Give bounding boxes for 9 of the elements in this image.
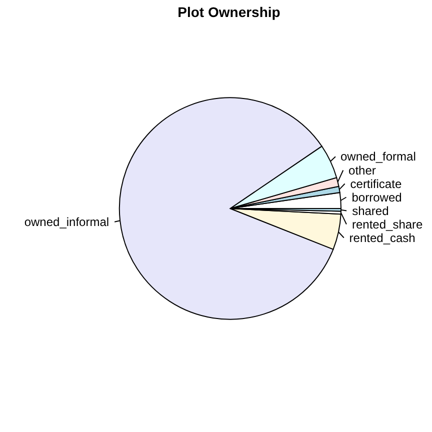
slice-label: rented_share: [352, 217, 424, 232]
slice-label: owned_formal: [340, 150, 416, 164]
slice-label: certificate: [350, 176, 402, 191]
slice-label: other: [348, 163, 376, 178]
slice-label: rented_cash: [349, 230, 416, 245]
chart-title: Plot Ownership: [178, 4, 280, 20]
slice-label: shared: [352, 204, 389, 218]
slice-label: borrowed: [352, 190, 402, 204]
slice-label: owned_informal: [24, 214, 110, 229]
